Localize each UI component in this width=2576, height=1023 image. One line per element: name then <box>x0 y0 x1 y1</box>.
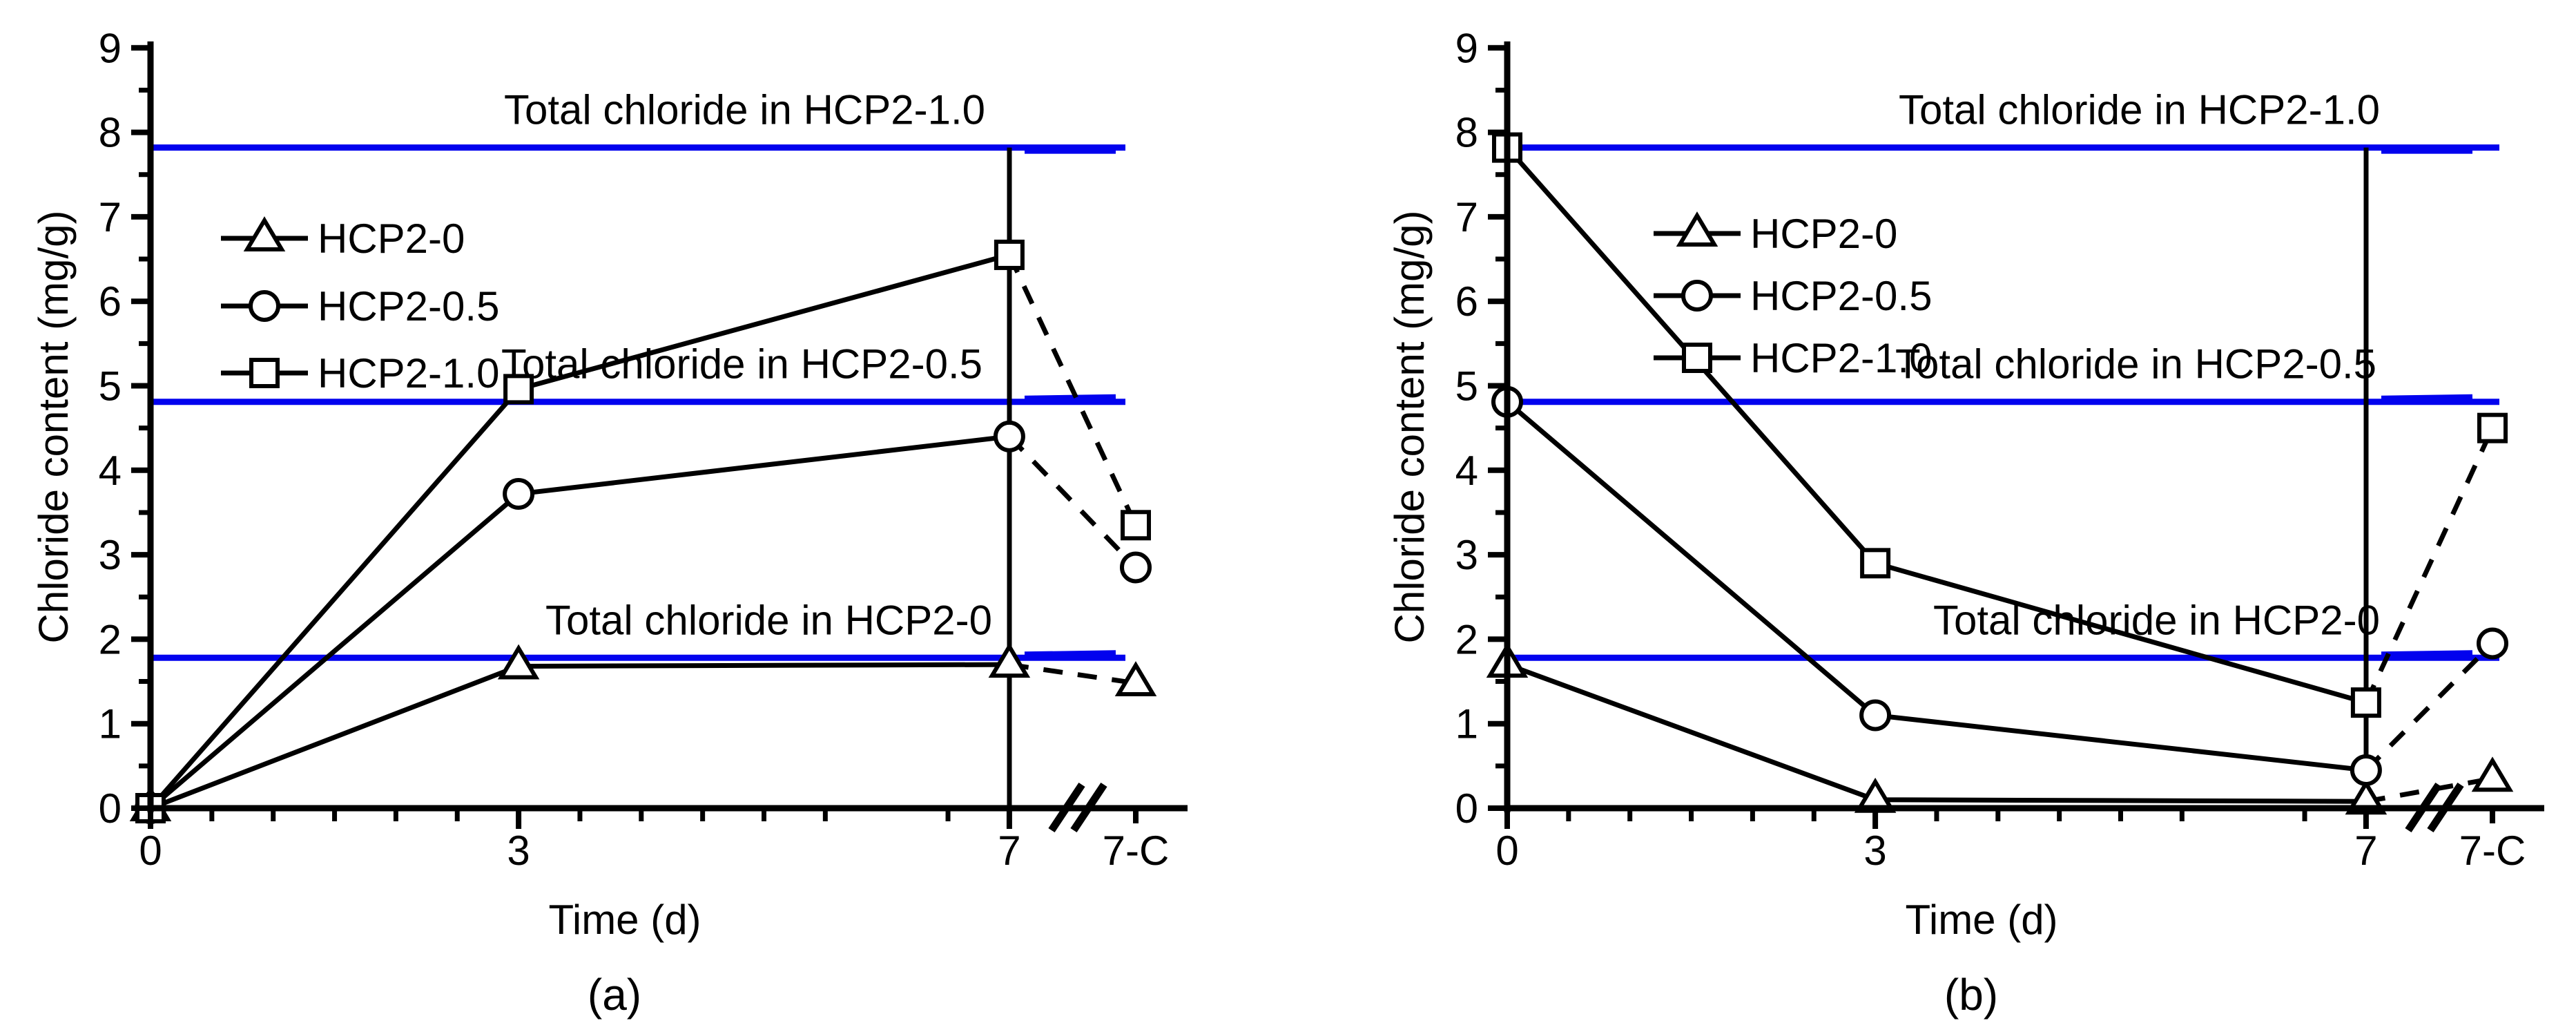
circle-marker <box>1681 280 1713 312</box>
series-dashed-HCP2-0.5 <box>2364 642 2495 772</box>
legend-label: HCP2-0 <box>1750 211 1897 257</box>
triangle-marker <box>988 642 1031 678</box>
legend-label: HCP2-1.0 <box>1750 335 1932 381</box>
triangle-marker <box>1114 661 1157 696</box>
panel-caption-a: (a) <box>588 970 641 1020</box>
square-marker <box>1860 548 1891 579</box>
y-axis-title: Chloride content (mg/g) <box>30 211 77 644</box>
square-marker <box>249 358 280 388</box>
circle-marker <box>2350 754 2382 786</box>
y-tick-label-3: 3 <box>99 532 122 578</box>
y-tick-label-9: 9 <box>99 25 122 71</box>
circle-marker <box>1120 551 1152 584</box>
ref-line-overlay <box>2381 394 2473 403</box>
circle-marker <box>993 420 1025 452</box>
y-tick-label-4: 4 <box>1455 448 1478 494</box>
x-tick-label-3: 3 <box>1863 828 1886 874</box>
x-tick-label-7-C: 7-C <box>1103 828 1170 874</box>
y-tick-label-9: 9 <box>1455 25 1478 71</box>
square-marker <box>994 239 1025 270</box>
series-dashed-HCP2-0 <box>1009 662 1136 686</box>
axis-break-mark <box>1048 782 1085 833</box>
circle-marker <box>1859 699 1892 732</box>
y-tick-label-0: 0 <box>99 785 122 832</box>
legend-item-HCP2-0.5: HCP2-0.5 <box>1654 273 1932 319</box>
legend-item-HCP2-1.0: HCP2-1.0 <box>221 350 499 396</box>
axis-break-mark <box>2405 782 2442 833</box>
y-tick-label-4: 4 <box>99 448 122 494</box>
y-tick-label-7: 7 <box>1455 194 1478 240</box>
legend-label: HCP2-1.0 <box>318 350 499 396</box>
y-tick-label-2: 2 <box>99 616 122 662</box>
series-dashed-HCP2-1.0 <box>2363 427 2495 704</box>
ref-line-label: Total chloride in HCP2-0.5 <box>501 341 982 388</box>
series-line-HCP2-1.0 <box>148 252 1010 810</box>
y-tick-label-6: 6 <box>99 278 122 325</box>
ref-line-label: Total chloride in HCP2-0 <box>545 597 992 643</box>
ref-line-overlay <box>2381 650 2473 659</box>
square-marker <box>1121 510 1151 541</box>
x-axis-title: Time (d) <box>548 897 701 943</box>
legend-label: HCP2-0.5 <box>318 283 499 329</box>
triangle-marker <box>1676 211 1718 247</box>
series-dashed-HCP2-0.5 <box>1007 434 1138 569</box>
y-axis-title: Chloride content (mg/g) <box>1386 211 1433 644</box>
circle-marker <box>503 478 535 510</box>
axis-break-mark <box>2427 782 2464 833</box>
ref-line-overlay <box>1024 394 1116 403</box>
y-tick-label-0: 0 <box>1455 785 1478 832</box>
x-axis-title: Time (d) <box>1905 897 2057 943</box>
axis-break-mark <box>1070 782 1107 833</box>
ref-line-label: Total chloride in HCP2-1.0 <box>504 87 985 133</box>
triangle-marker <box>2471 756 2514 792</box>
triangle-marker <box>243 216 286 251</box>
y-tick-label-5: 5 <box>99 363 122 410</box>
square-marker <box>2350 687 2381 718</box>
x-tick-label-0: 0 <box>139 828 162 874</box>
ref-line-label: Total chloride in HCP2-0.5 <box>1895 341 2376 388</box>
ref-line-label: Total chloride in HCP2-1.0 <box>1899 87 2380 133</box>
square-marker <box>1682 343 1712 373</box>
y-tick-label-6: 6 <box>1455 278 1478 325</box>
legend-item-HCP2-0: HCP2-0 <box>221 216 465 262</box>
ref-line-label: Total chloride in HCP2-0 <box>1933 597 2380 643</box>
y-tick-label-7: 7 <box>99 194 122 240</box>
legend-item-HCP2-1.0: HCP2-1.0 <box>1654 335 1932 381</box>
square-marker <box>2477 412 2508 443</box>
legend-label: HCP2-0 <box>318 216 465 262</box>
series-dashed-HCP2-0 <box>2365 776 2493 804</box>
panel-a: Total chloride in HCP2-1.0 Total chloride… <box>30 25 1188 1020</box>
circle-marker <box>2477 627 2508 660</box>
legend-label: HCP2-0.5 <box>1750 273 1932 319</box>
y-tick-label-8: 8 <box>1455 110 1478 156</box>
y-tick-label-1: 1 <box>99 701 122 747</box>
panel-caption-b: (b) <box>1944 970 1998 1020</box>
y-tick-label-2: 2 <box>1455 616 1478 662</box>
panel-b: Total chloride in HCP2-1.0 Total chloride… <box>1386 25 2544 1020</box>
y-tick-label-3: 3 <box>1455 532 1478 578</box>
y-tick-label-1: 1 <box>1455 701 1478 747</box>
x-tick-label-7-C: 7-C <box>2459 828 2526 874</box>
ref-line-overlay <box>1024 650 1116 659</box>
y-tick-label-5: 5 <box>1455 363 1478 410</box>
series-line-HCP2-0 <box>149 662 1009 811</box>
x-tick-label-3: 3 <box>507 828 530 874</box>
square-marker <box>503 374 534 405</box>
x-tick-label-7: 7 <box>2354 828 2377 874</box>
legend-item-HCP2-0: HCP2-0 <box>1654 211 1897 257</box>
triangle-marker <box>497 644 540 680</box>
series-line-HCP2-0 <box>1506 662 2366 804</box>
legend-item-HCP2-0.5: HCP2-0.5 <box>221 283 499 329</box>
x-tick-label-7: 7 <box>998 828 1020 874</box>
series-line-HCP2-0.5 <box>1505 400 2367 773</box>
series-dashed-HCP2-1.0 <box>1007 254 1139 526</box>
x-tick-label-0: 0 <box>1495 828 1518 874</box>
circle-marker <box>249 290 280 322</box>
y-tick-label-8: 8 <box>99 110 122 156</box>
